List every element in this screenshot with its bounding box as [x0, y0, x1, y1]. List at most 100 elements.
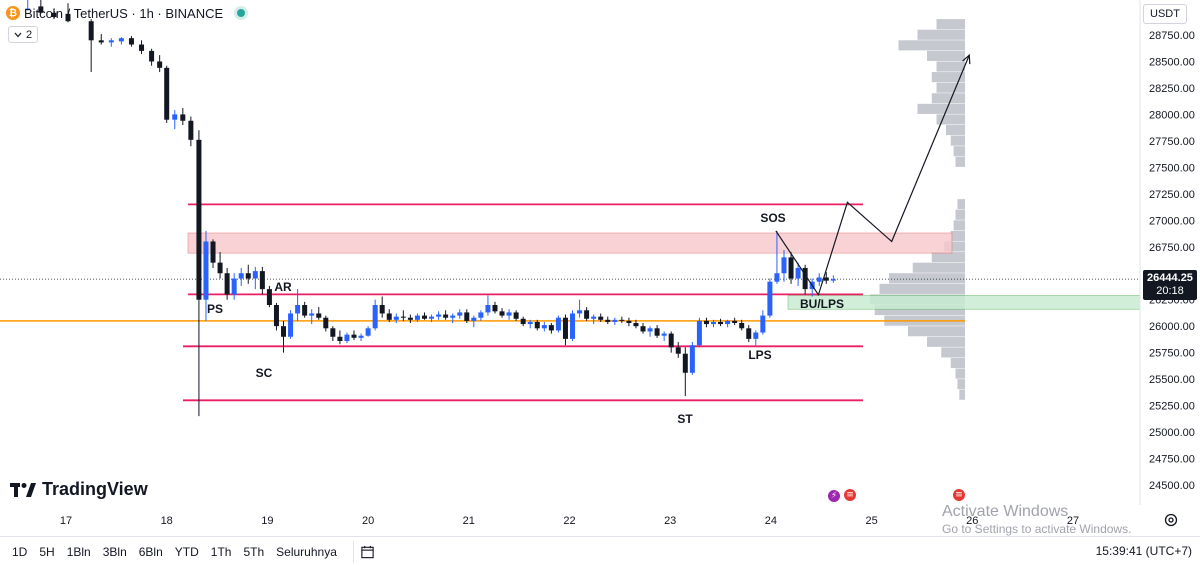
candle-body-101: [795, 267, 801, 279]
candle-body-51: [443, 314, 449, 318]
candle-body-92: [732, 320, 738, 323]
price-tick-5: 27500.00: [1149, 162, 1195, 174]
candle-body-25: [259, 271, 265, 290]
candle-body-93: [739, 323, 745, 329]
price-tick-4: 27750.00: [1149, 136, 1195, 148]
clock-timezone[interactable]: 15:39:41 (UTC+7): [1095, 544, 1192, 558]
candle-body-31: [302, 305, 308, 316]
candle-body-91: [725, 320, 731, 325]
price-tick-11: 25750.00: [1149, 348, 1195, 360]
candle-body-45: [400, 316, 406, 318]
tradingview-logo[interactable]: TradingView: [10, 479, 148, 500]
wyckoff-label-ar: AR: [274, 280, 292, 294]
volume-profile-bar-26: [908, 326, 965, 337]
candle-body-37: [344, 334, 350, 341]
bottom-toolbar: 1D 5H 1Bln 3Bln 6Bln YTD 1Th 5Th Seluruhnya 15:3…: [0, 536, 1200, 566]
candle-body-54: [464, 312, 470, 321]
wyckoff-label-sc: SC: [256, 366, 273, 380]
indicator-count: 2: [26, 28, 33, 41]
timeframe-button-1d[interactable]: 1D: [12, 544, 28, 559]
volume-profile-bar-32: [959, 389, 965, 400]
candle-body-62: [520, 318, 526, 325]
timeframe-button-1th[interactable]: 1Th: [210, 544, 232, 559]
wyckoff-label-ps: PS: [207, 302, 223, 316]
candle-body-89: [711, 321, 717, 325]
currency-select[interactable]: USDT: [1143, 4, 1187, 24]
market-status-icon: [237, 9, 246, 17]
dividend-event-icon[interactable]: ⚡: [827, 489, 841, 503]
current-price-tag: 26444.25 20:18: [1143, 270, 1197, 300]
settings-gear-icon[interactable]: [1163, 512, 1179, 528]
candle-body-102: [802, 267, 808, 290]
volume-profile-bar-30: [955, 368, 965, 379]
candle-body-96: [760, 315, 766, 333]
candle-body-77: [626, 320, 632, 323]
candle-body-10: [149, 50, 155, 62]
time-tick-9: 26: [966, 515, 978, 527]
candle-body-20: [224, 273, 230, 295]
price-tick-7: 27000.00: [1149, 215, 1195, 227]
timeframe-button-5th[interactable]: 5Th: [243, 544, 265, 559]
indicators-toggle-button[interactable]: 2: [8, 26, 39, 43]
watermark-title: Activate Windows: [942, 503, 1069, 520]
candle-body-41: [372, 305, 378, 329]
candle-body-72: [591, 316, 597, 319]
candle-body-59: [499, 311, 505, 316]
calendar-range-icon: [361, 545, 374, 558]
timeframe-button-6bln[interactable]: 6Bln: [138, 544, 163, 559]
timeframe-button-seluruhnya[interactable]: Seluruhnya: [276, 544, 337, 559]
candle-body-80: [647, 328, 653, 332]
candle-body-50: [436, 314, 442, 317]
candle-body-4: [88, 21, 94, 41]
timeframe-button-1bln[interactable]: 1Bln: [66, 544, 91, 559]
symbol-header[interactable]: ₿ Bitcoin / TetherUS · 1h · BINANCE: [6, 4, 246, 22]
timeframe-button-5h[interactable]: 5H: [39, 544, 55, 559]
annotations-layer: PS AR SC ST LPS SOS BU/LPS: [207, 211, 844, 426]
candle-body-78: [633, 323, 639, 327]
economic-event-flag-icon-2[interactable]: ≡: [952, 488, 966, 502]
candle-body-95: [753, 332, 759, 339]
candle-body-87: [696, 320, 702, 346]
volume-profile-bar-22: [879, 283, 965, 294]
volume-profile-bar-7: [931, 93, 965, 104]
candle-body-29: [288, 313, 294, 337]
candle-body-1: [38, 6, 44, 13]
price-tick-14: 25000.00: [1149, 427, 1195, 439]
volume-profile-bar-9: [936, 114, 965, 125]
candle-body-47: [414, 315, 420, 320]
timeframe-button-3bln[interactable]: 3Bln: [102, 544, 127, 559]
candle-body-15: [188, 120, 194, 140]
bar-countdown: 20:18: [1156, 285, 1184, 297]
candle-body-40: [365, 328, 371, 336]
price-tick-8: 26750.00: [1149, 242, 1195, 254]
candle-body-94: [746, 328, 752, 339]
price-tick-10: 26000.00: [1149, 321, 1195, 333]
time-tick-4: 21: [463, 515, 475, 527]
candle-body-18: [210, 241, 216, 263]
candle-body-75: [612, 319, 618, 322]
volume-profile-bar-0: [936, 19, 965, 30]
time-tick-6: 23: [664, 515, 676, 527]
time-tick-1: 18: [161, 515, 173, 527]
projection-arrowhead: [962, 53, 971, 65]
candle-body-100: [788, 257, 794, 279]
candle-body-49: [429, 316, 435, 319]
timeframe-button-ytd[interactable]: YTD: [174, 544, 199, 559]
candle-body-70: [577, 310, 583, 314]
candle-body-66: [548, 325, 554, 331]
current-price-value: 26444.25: [1147, 272, 1193, 284]
candle-body-12: [164, 67, 170, 120]
candle-body-11: [157, 61, 163, 68]
symbol-title[interactable]: Bitcoin / TetherUS · 1h · BINANCE: [24, 5, 224, 21]
date-range-button[interactable]: [352, 540, 375, 563]
time-tick-8: 25: [865, 515, 877, 527]
candle-body-74: [605, 319, 611, 322]
candle-body-48: [421, 315, 427, 319]
wyckoff-label-lps: LPS: [748, 348, 771, 362]
candle-body-69: [570, 313, 576, 339]
windows-activation-watermark: Activate Windows Go to Settings to activ…: [942, 503, 1131, 537]
candle-body-104: [816, 277, 822, 282]
economic-event-flag-icon[interactable]: ≡: [843, 488, 857, 502]
levels-layer: [0, 203, 1140, 402]
